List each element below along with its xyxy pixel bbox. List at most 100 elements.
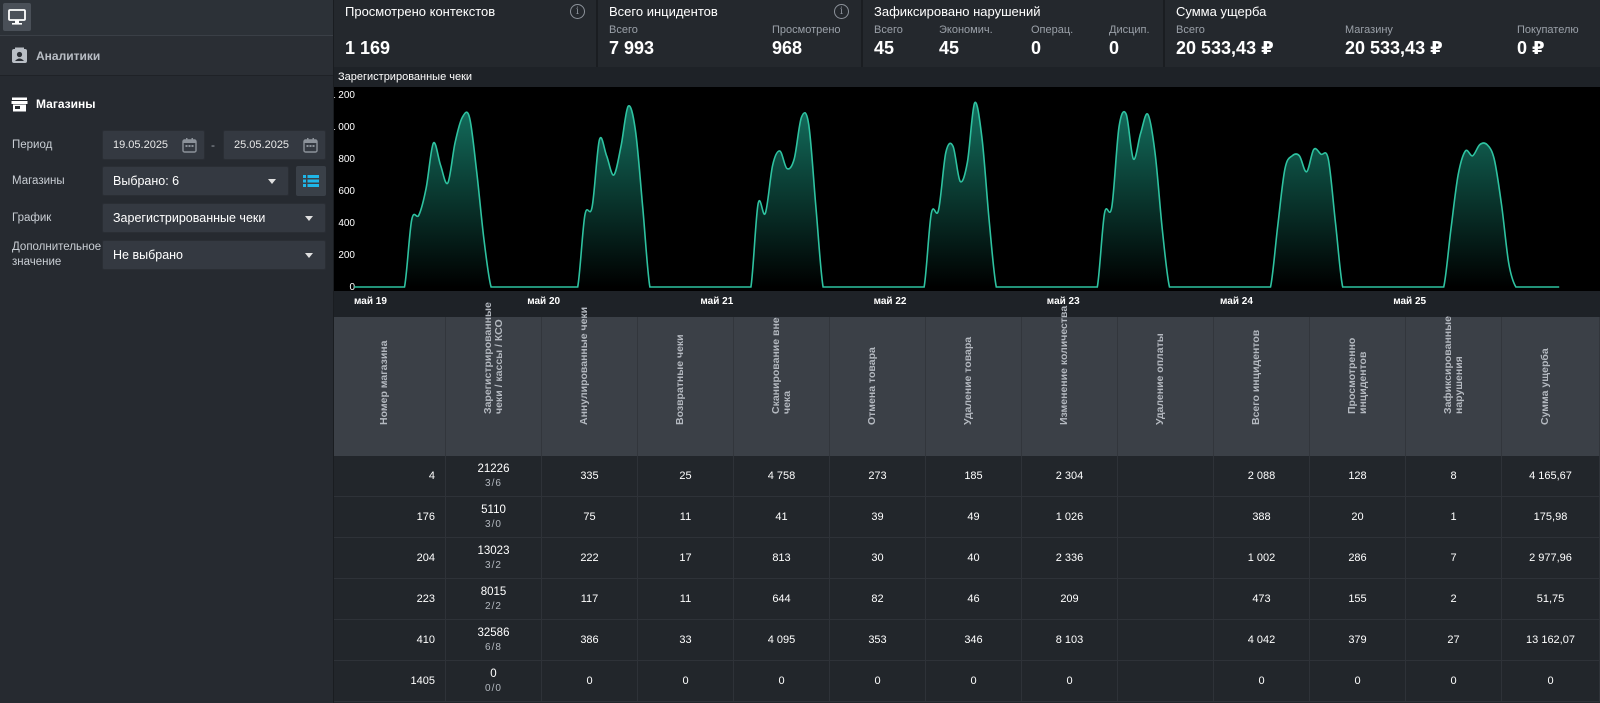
graph-row: График Зарегистрированные чеки xyxy=(0,202,334,234)
column-header-annulled[interactable]: Аннулированные чеки xyxy=(542,307,638,456)
period-row: Период 19.05.2025 - 25.05.2025 xyxy=(0,129,334,161)
column-header-incidents-viewed[interactable]: Просмотренно инцидентов xyxy=(1310,317,1406,456)
store-icon xyxy=(11,96,28,113)
period-from-input[interactable]: 19.05.2025 xyxy=(102,130,205,160)
cell-violations-fixed: 8 xyxy=(1406,456,1502,496)
y-tick-label: 600 xyxy=(338,186,355,197)
cell-scan-out: 41 xyxy=(734,497,830,537)
cell-scan-out: 813 xyxy=(734,538,830,578)
column-header-violations-fixed[interactable]: Зафиксированные нарушения xyxy=(1406,316,1502,456)
cell-incidents-total: 473 xyxy=(1214,579,1310,619)
column-header-incidents-total[interactable]: Всего инцидентов xyxy=(1214,317,1310,456)
cell-incidents-viewed: 155 xyxy=(1310,579,1406,619)
cell-damage-sum: 2 977,96 xyxy=(1502,538,1600,578)
cell-annulled: 386 xyxy=(542,620,638,660)
table-row[interactable]: 1405 0 0/0 0 0 0 0 0 0 0 0 0 0 xyxy=(334,661,1600,702)
cell-incidents-viewed: 379 xyxy=(1310,620,1406,660)
calendar-icon[interactable] xyxy=(303,138,318,156)
column-header-scan-out[interactable]: Сканирование вне чека xyxy=(734,317,830,456)
cell-item-delete: 46 xyxy=(926,579,1022,619)
cell-incidents-viewed: 0 xyxy=(1310,661,1406,701)
extra-value-label: Дополнительное значение xyxy=(12,240,102,270)
cell-payment-delete xyxy=(1118,456,1214,496)
period-label: Период xyxy=(12,138,53,151)
sidebar-item-analytics[interactable]: Аналитики xyxy=(0,36,333,76)
table-row[interactable]: 204 13023 3/2 222 17 813 30 40 2 336 1 002 286 7 2 9… xyxy=(334,538,1600,579)
calendar-icon[interactable] xyxy=(182,138,197,156)
chart-y-axis: 1 200 1 000 800 600 400 200 0 xyxy=(334,90,355,293)
period-dash: - xyxy=(211,138,215,152)
kpi-violations-title: Зафиксировано нарушений xyxy=(874,4,1041,19)
table-row[interactable]: 4 21226 3/6 335 25 4 758 273 185 2 304 2 088 128 8 4… xyxy=(334,456,1600,497)
column-header-store-number[interactable]: Номер магазина xyxy=(334,317,446,456)
y-tick-label: 0 xyxy=(349,282,355,293)
cell-damage-sum: 175,98 xyxy=(1502,497,1600,537)
y-tick-label: 1 000 xyxy=(334,122,355,133)
cell-violations-fixed: 7 xyxy=(1406,538,1502,578)
contact-card-icon xyxy=(11,47,28,64)
cell-item-cancel: 353 xyxy=(830,620,926,660)
stores-label: Магазины xyxy=(12,174,65,187)
kpi-damage-total-label: Всего xyxy=(1176,24,1205,36)
extra-value-label-line1: Дополнительное xyxy=(12,241,102,253)
cell-store-number: 223 xyxy=(334,579,446,619)
column-header-payment-delete[interactable]: Удаление оплаты xyxy=(1118,317,1214,456)
column-header-item-delete[interactable]: Удаление товара xyxy=(926,317,1022,456)
kpi-violations-econ-label: Экономич. xyxy=(939,24,993,36)
y-tick-label: 1 200 xyxy=(334,90,355,101)
cell-damage-sum: 51,75 xyxy=(1502,579,1600,619)
cell-item-cancel: 39 xyxy=(830,497,926,537)
column-header-checks[interactable]: Зарегистрированные чеки / кассы / КСО xyxy=(446,302,542,456)
cell-qty-change: 2 336 xyxy=(1022,538,1118,578)
cell-incidents-viewed: 20 xyxy=(1310,497,1406,537)
sidebar-top-bar xyxy=(0,0,333,36)
cell-scan-out: 0 xyxy=(734,661,830,701)
column-header-label: Отмена товара xyxy=(866,347,878,425)
cell-qty-change: 209 xyxy=(1022,579,1118,619)
sidebar-item-shops[interactable]: Магазины xyxy=(0,84,333,124)
kpi-violations-oper: 0 xyxy=(1031,38,1042,58)
store-list-button[interactable] xyxy=(296,166,326,196)
cell-checks: 13023 3/2 xyxy=(446,538,542,578)
cell-checks: 21226 3/6 xyxy=(446,456,542,496)
info-icon[interactable]: i xyxy=(570,4,585,19)
cell-item-delete: 185 xyxy=(926,456,1022,496)
cell-item-delete: 346 xyxy=(926,620,1022,660)
column-header-label: Удаление товара xyxy=(962,336,974,425)
y-tick-label: 800 xyxy=(338,154,355,165)
chevron-down-icon xyxy=(305,216,313,221)
cell-incidents-total: 4 042 xyxy=(1214,620,1310,660)
monitor-icon[interactable] xyxy=(3,3,31,31)
cell-incidents-total: 1 002 xyxy=(1214,538,1310,578)
cell-incidents-total: 0 xyxy=(1214,661,1310,701)
table-row[interactable]: 176 5110 3/0 75 11 41 39 49 1 026 388 20 1 175,98 xyxy=(334,497,1600,538)
kpi-damage-store-label: Магазину xyxy=(1345,24,1393,36)
cell-store-number: 176 xyxy=(334,497,446,537)
column-header-qty-change[interactable]: Изменение количества xyxy=(1022,306,1118,456)
period-to-input[interactable]: 25.05.2025 xyxy=(223,130,326,160)
kpi-incidents-total-label: Всего xyxy=(609,24,638,36)
cell-checks: 5110 3/0 xyxy=(446,497,542,537)
x-tick-label: май 24 xyxy=(1220,296,1253,307)
cell-qty-change: 8 103 xyxy=(1022,620,1118,660)
table-row[interactable]: 410 32586 6/8 386 33 4 095 353 346 8 103 4 042 379… xyxy=(334,620,1600,661)
x-tick-label: май 22 xyxy=(874,296,907,307)
kpi-damage-title: Сумма ущерба xyxy=(1176,4,1267,19)
cell-checks-registers: 3/2 xyxy=(485,560,502,571)
kpi-damage-store: 20 533,43 ₽ xyxy=(1345,38,1443,58)
graph-select[interactable]: Зарегистрированные чеки xyxy=(102,203,326,233)
cell-item-cancel: 30 xyxy=(830,538,926,578)
stores-select[interactable]: Выбрано: 6 xyxy=(102,166,289,196)
kpi-contexts: Просмотрено контекстов i 1 169 xyxy=(334,0,596,67)
column-header-label: Сумма ущерба xyxy=(1539,348,1551,425)
info-icon[interactable]: i xyxy=(834,4,849,19)
column-header-damage-sum[interactable]: Сумма ущерба xyxy=(1502,317,1600,456)
column-header-returns[interactable]: Возвратные чеки xyxy=(638,317,734,456)
column-header-item-cancel[interactable]: Отмена товара xyxy=(830,317,926,456)
table-row[interactable]: 223 8015 2/2 117 11 644 82 46 209 473 155 2 51,75 xyxy=(334,579,1600,620)
cell-item-delete: 0 xyxy=(926,661,1022,701)
extra-value-select[interactable]: Не выбрано xyxy=(102,240,326,270)
